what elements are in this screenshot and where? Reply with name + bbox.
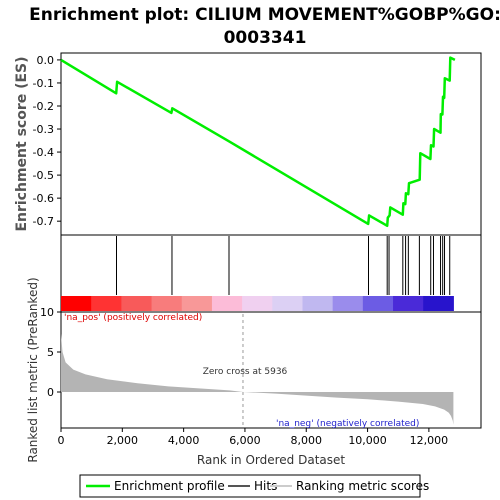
legend-enrichment-label: Enrichment profile <box>114 479 225 493</box>
ranking-metric-area <box>61 333 454 425</box>
es-y-tick-label: -0.4 <box>33 146 54 159</box>
colorbar-segment <box>423 296 454 311</box>
colorbar-segment <box>181 296 213 311</box>
colorbar-segment <box>211 296 243 311</box>
es-plot-frame <box>60 52 482 236</box>
colorbar-segment <box>362 296 394 311</box>
chart-title-line1: Enrichment plot: CILIUM MOVEMENT%GOBP%GO… <box>29 5 500 25</box>
colorbar-segment <box>121 296 153 311</box>
es-y-tick-label: -0.5 <box>33 169 54 182</box>
es-y-tick-label: -0.1 <box>33 77 54 90</box>
es-y-axis: 0.0 -0.1 -0.2 -0.3 -0.4 -0.5 -0.6 -0.7 <box>33 54 61 228</box>
metric-y-axis-label: Ranked list metric (PreRanked) <box>26 277 40 462</box>
x-tick-label: 2,000 <box>107 434 139 447</box>
hit-markers <box>115 236 451 295</box>
es-y-tick-label: 0.0 <box>37 54 55 67</box>
negative-correlation-label: 'na_neg' (negatively correlated) <box>276 419 419 429</box>
legend-hits-label: Hits <box>254 479 277 493</box>
positive-correlation-label: 'na_pos' (positively correlated) <box>64 313 202 323</box>
ranking-colorbar <box>61 296 454 311</box>
x-tick-label: 8,000 <box>291 434 323 447</box>
es-y-tick-label: -0.7 <box>33 215 54 228</box>
x-tick-label: 6,000 <box>229 434 261 447</box>
metric-y-tick-label: 10 <box>40 306 54 319</box>
colorbar-segment <box>302 296 334 311</box>
enrichment-profile-line <box>60 56 456 228</box>
colorbar-segment <box>393 296 424 311</box>
metric-y-tick-label: 0 <box>47 386 54 399</box>
legend-metric-label: Ranking metric scores <box>296 479 429 493</box>
x-tick-label: 10,000 <box>348 434 387 447</box>
es-y-tick-label: -0.2 <box>33 100 54 113</box>
x-axis-label: Rank in Ordered Dataset <box>197 453 345 467</box>
es-y-axis-label: Enrichment score (ES) <box>14 56 30 231</box>
x-tick-label: 0 <box>58 434 65 447</box>
chart-title-line2: 0003341 <box>224 28 307 48</box>
colorbar-segment <box>91 296 122 311</box>
es-y-tick-label: -0.6 <box>33 192 54 205</box>
metric-y-tick-label: 5 <box>47 346 54 359</box>
x-axis: 0 2,000 4,000 6,000 8,000 10,000 12,000 <box>58 428 449 447</box>
colorbar-segment <box>332 296 364 311</box>
colorbar-segment <box>61 296 92 311</box>
colorbar-segment <box>151 296 183 311</box>
metric-y-axis: 10 5 0 <box>40 306 61 399</box>
x-tick-label: 12,000 <box>410 434 449 447</box>
zero-cross-label: Zero cross at 5936 <box>203 367 288 377</box>
es-y-tick-label: -0.3 <box>33 123 54 136</box>
x-tick-label: 4,000 <box>168 434 200 447</box>
colorbar-segment <box>242 296 273 311</box>
colorbar-segment <box>272 296 303 311</box>
